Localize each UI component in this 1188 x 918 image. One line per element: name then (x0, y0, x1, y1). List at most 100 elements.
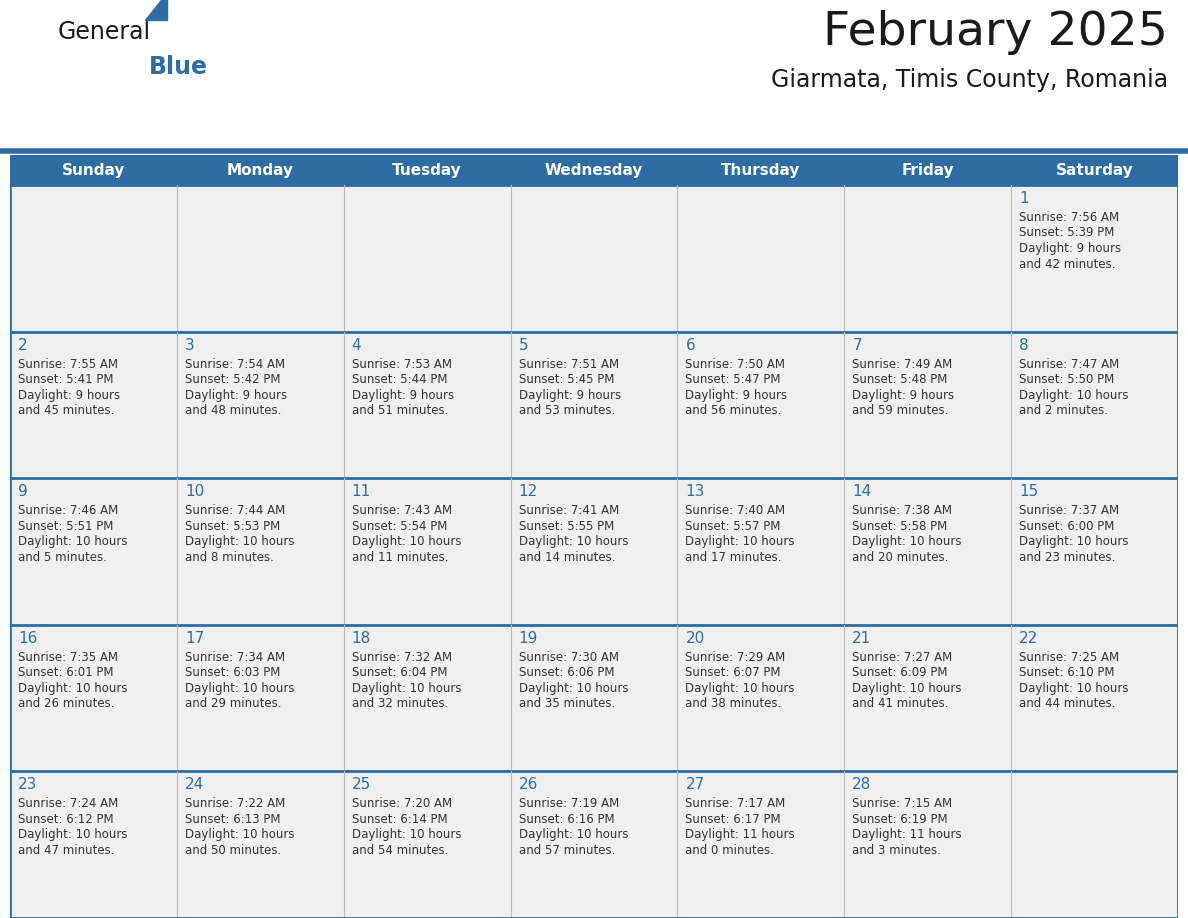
Text: 5: 5 (519, 338, 529, 353)
Text: 15: 15 (1019, 484, 1038, 499)
Text: Sunrise: 7:27 AM: Sunrise: 7:27 AM (852, 651, 953, 664)
Text: and 53 minutes.: and 53 minutes. (519, 404, 615, 417)
Text: and 17 minutes.: and 17 minutes. (685, 551, 782, 564)
Text: Sunrise: 7:20 AM: Sunrise: 7:20 AM (352, 798, 451, 811)
Text: Daylight: 9 hours: Daylight: 9 hours (352, 388, 454, 401)
Text: Sunset: 6:01 PM: Sunset: 6:01 PM (18, 666, 114, 679)
Text: and 29 minutes.: and 29 minutes. (185, 698, 282, 711)
Text: Sunrise: 7:44 AM: Sunrise: 7:44 AM (185, 504, 285, 517)
Text: and 51 minutes.: and 51 minutes. (352, 404, 448, 417)
Text: Sunrise: 7:35 AM: Sunrise: 7:35 AM (18, 651, 118, 664)
Text: 7: 7 (852, 338, 862, 353)
Text: Daylight: 10 hours: Daylight: 10 hours (519, 535, 628, 548)
Text: Daylight: 10 hours: Daylight: 10 hours (852, 535, 962, 548)
Text: Sunrise: 7:47 AM: Sunrise: 7:47 AM (1019, 358, 1119, 371)
Text: Sunset: 6:12 PM: Sunset: 6:12 PM (18, 813, 114, 826)
Text: Sunrise: 7:53 AM: Sunrise: 7:53 AM (352, 358, 451, 371)
Text: Sunrise: 7:17 AM: Sunrise: 7:17 AM (685, 798, 785, 811)
Text: Sunset: 6:00 PM: Sunset: 6:00 PM (1019, 520, 1114, 532)
Bar (10, 331, 1178, 478)
Text: and 8 minutes.: and 8 minutes. (185, 551, 273, 564)
Text: Sunset: 6:16 PM: Sunset: 6:16 PM (519, 813, 614, 826)
Text: Sunrise: 7:24 AM: Sunrise: 7:24 AM (18, 798, 119, 811)
Text: Sunrise: 7:46 AM: Sunrise: 7:46 AM (18, 504, 119, 517)
Text: 20: 20 (685, 631, 704, 645)
Text: Sunset: 5:53 PM: Sunset: 5:53 PM (185, 520, 280, 532)
Text: Sunset: 5:50 PM: Sunset: 5:50 PM (1019, 373, 1114, 386)
Text: Sunrise: 7:50 AM: Sunrise: 7:50 AM (685, 358, 785, 371)
Text: Monday: Monday (227, 162, 293, 177)
Text: Sunrise: 7:43 AM: Sunrise: 7:43 AM (352, 504, 451, 517)
Text: Sunrise: 7:49 AM: Sunrise: 7:49 AM (852, 358, 953, 371)
Text: Daylight: 10 hours: Daylight: 10 hours (185, 828, 295, 842)
Text: Daylight: 9 hours: Daylight: 9 hours (519, 388, 620, 401)
Text: Wednesday: Wednesday (545, 162, 643, 177)
Text: Daylight: 9 hours: Daylight: 9 hours (1019, 242, 1121, 255)
Text: Sunset: 5:45 PM: Sunset: 5:45 PM (519, 373, 614, 386)
Text: Blue: Blue (148, 55, 208, 79)
Text: Daylight: 10 hours: Daylight: 10 hours (185, 535, 295, 548)
Text: 25: 25 (352, 778, 371, 792)
Bar (10, 185, 1178, 331)
Text: and 42 minutes.: and 42 minutes. (1019, 258, 1116, 271)
Text: Sunrise: 7:56 AM: Sunrise: 7:56 AM (1019, 211, 1119, 224)
Text: 28: 28 (852, 778, 872, 792)
Text: Sunrise: 7:15 AM: Sunrise: 7:15 AM (852, 798, 953, 811)
Text: 6: 6 (685, 338, 695, 353)
Text: Sunset: 5:42 PM: Sunset: 5:42 PM (185, 373, 280, 386)
Text: 22: 22 (1019, 631, 1038, 645)
Text: Sunrise: 7:40 AM: Sunrise: 7:40 AM (685, 504, 785, 517)
Text: and 48 minutes.: and 48 minutes. (185, 404, 282, 417)
Text: and 0 minutes.: and 0 minutes. (685, 844, 775, 856)
Text: Daylight: 9 hours: Daylight: 9 hours (685, 388, 788, 401)
Text: and 5 minutes.: and 5 minutes. (18, 551, 107, 564)
Text: Sunrise: 7:55 AM: Sunrise: 7:55 AM (18, 358, 118, 371)
Text: Sunrise: 7:38 AM: Sunrise: 7:38 AM (852, 504, 953, 517)
Text: Daylight: 10 hours: Daylight: 10 hours (18, 535, 127, 548)
Text: Sunset: 5:41 PM: Sunset: 5:41 PM (18, 373, 114, 386)
Bar (10, 625, 1178, 771)
Text: 27: 27 (685, 778, 704, 792)
Text: 18: 18 (352, 631, 371, 645)
Text: Sunset: 6:13 PM: Sunset: 6:13 PM (185, 813, 280, 826)
Text: Sunrise: 7:22 AM: Sunrise: 7:22 AM (185, 798, 285, 811)
Text: Sunrise: 7:37 AM: Sunrise: 7:37 AM (1019, 504, 1119, 517)
Text: Sunrise: 7:19 AM: Sunrise: 7:19 AM (519, 798, 619, 811)
Text: 9: 9 (18, 484, 27, 499)
Text: Tuesday: Tuesday (392, 162, 462, 177)
Text: 23: 23 (18, 778, 37, 792)
Text: 21: 21 (852, 631, 872, 645)
Text: General: General (58, 20, 151, 44)
Text: Sunrise: 7:29 AM: Sunrise: 7:29 AM (685, 651, 785, 664)
Text: Daylight: 10 hours: Daylight: 10 hours (1019, 535, 1129, 548)
Text: 26: 26 (519, 778, 538, 792)
Text: Daylight: 9 hours: Daylight: 9 hours (852, 388, 954, 401)
Text: Sunset: 5:51 PM: Sunset: 5:51 PM (18, 520, 113, 532)
Text: Sunset: 5:54 PM: Sunset: 5:54 PM (352, 520, 447, 532)
Text: Daylight: 9 hours: Daylight: 9 hours (18, 388, 120, 401)
Text: and 23 minutes.: and 23 minutes. (1019, 551, 1116, 564)
Text: 24: 24 (185, 778, 204, 792)
Text: Sunset: 6:09 PM: Sunset: 6:09 PM (852, 666, 948, 679)
Text: Daylight: 10 hours: Daylight: 10 hours (1019, 682, 1129, 695)
Text: Daylight: 10 hours: Daylight: 10 hours (519, 682, 628, 695)
Text: Daylight: 10 hours: Daylight: 10 hours (685, 535, 795, 548)
Text: and 26 minutes.: and 26 minutes. (18, 698, 114, 711)
Text: Daylight: 10 hours: Daylight: 10 hours (519, 828, 628, 842)
Text: Daylight: 11 hours: Daylight: 11 hours (852, 828, 962, 842)
Text: Sunset: 6:17 PM: Sunset: 6:17 PM (685, 813, 781, 826)
Text: Sunrise: 7:32 AM: Sunrise: 7:32 AM (352, 651, 451, 664)
Text: and 57 minutes.: and 57 minutes. (519, 844, 615, 856)
Text: and 2 minutes.: and 2 minutes. (1019, 404, 1108, 417)
Text: Daylight: 10 hours: Daylight: 10 hours (18, 828, 127, 842)
Text: 3: 3 (185, 338, 195, 353)
Text: and 3 minutes.: and 3 minutes. (852, 844, 941, 856)
Text: Sunset: 5:48 PM: Sunset: 5:48 PM (852, 373, 948, 386)
Text: Thursday: Thursday (721, 162, 801, 177)
Text: Sunset: 5:55 PM: Sunset: 5:55 PM (519, 520, 614, 532)
Text: Sunset: 5:57 PM: Sunset: 5:57 PM (685, 520, 781, 532)
Text: 8: 8 (1019, 338, 1029, 353)
Text: Sunset: 5:47 PM: Sunset: 5:47 PM (685, 373, 781, 386)
Bar (10, 155, 1178, 185)
Text: 17: 17 (185, 631, 204, 645)
